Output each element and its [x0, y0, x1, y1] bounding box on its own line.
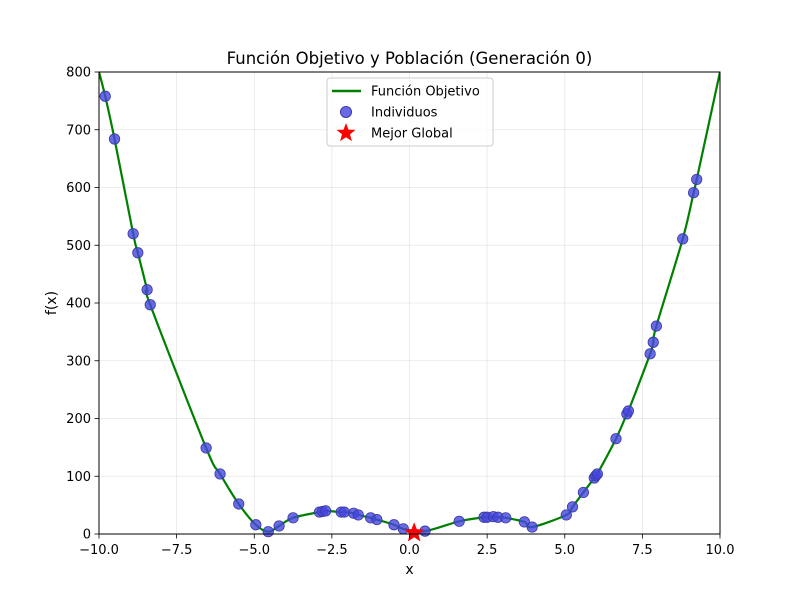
individual-point: [262, 526, 274, 538]
x-tick-label: 2.5: [477, 543, 498, 558]
individual-point: [500, 512, 512, 524]
individual-point: [644, 348, 656, 360]
x-tick-label: −10.0: [79, 543, 119, 558]
individual-point: [591, 468, 603, 480]
individual-point: [287, 512, 299, 524]
individual-point: [214, 468, 226, 480]
individual-point: [108, 133, 121, 145]
y-tick-label: 400: [66, 297, 91, 312]
individual-point: [526, 521, 538, 533]
individual-point: [273, 520, 285, 532]
individual-point: [233, 498, 245, 510]
y-axis-ticks: 0 100 200 300 400 500 600 700 800: [66, 66, 99, 543]
legend-point-swatch: [340, 106, 352, 118]
individual-point: [677, 233, 689, 245]
y-tick-label: 600: [66, 181, 91, 196]
y-tick-label: 500: [66, 239, 91, 254]
individual-point: [371, 513, 383, 526]
individual-point: [566, 501, 579, 513]
y-tick-label: 800: [66, 66, 91, 81]
x-axis-label: x: [405, 562, 413, 578]
individual-point: [141, 284, 153, 296]
individual-point: [99, 90, 111, 102]
individuals-group: [99, 90, 703, 538]
best-global-star: [403, 522, 425, 542]
legend-box: [326, 77, 494, 147]
individual-point: [338, 506, 350, 518]
individual-point: [144, 299, 156, 311]
individual-point: [132, 247, 144, 259]
legend: Función Objetivo Individuos Mejor Global: [326, 77, 494, 147]
individual-point: [397, 523, 409, 535]
individual-point: [453, 515, 465, 527]
x-axis-ticks: −10.0 −7.5 −5.0 −2.5 0.0 2.5 5.0 7.5 10.0: [79, 534, 734, 558]
individual-point: [688, 187, 700, 199]
individual-point: [127, 228, 139, 240]
best-global-group: [403, 522, 425, 542]
individual-point: [320, 505, 332, 517]
x-tick-label: −2.5: [316, 543, 348, 558]
chart-title: Función Objetivo y Población (Generación…: [227, 49, 593, 68]
legend-star-icon: [336, 123, 356, 142]
individual-point: [610, 433, 622, 445]
individual-point: [691, 173, 703, 186]
individual-point: [388, 519, 400, 531]
individual-point: [250, 519, 262, 531]
legend-label-objective: Función Objetivo: [371, 85, 480, 100]
y-tick-label: 700: [66, 123, 91, 138]
individual-point: [518, 516, 530, 528]
individual-point: [200, 442, 212, 454]
legend-label-best: Mejor Global: [371, 127, 453, 142]
individual-point: [352, 509, 364, 521]
legend-label-individuals: Individuos: [371, 106, 438, 121]
x-tick-label: 5.0: [554, 543, 575, 558]
individual-point: [577, 486, 589, 499]
y-tick-label: 200: [66, 412, 91, 427]
x-tick-label: −5.0: [238, 543, 270, 558]
x-tick-label: 7.5: [632, 543, 653, 558]
individual-point: [560, 509, 572, 521]
y-tick-label: 300: [66, 354, 91, 369]
y-tick-label: 0: [83, 528, 91, 543]
x-tick-label: 0.0: [399, 543, 420, 558]
x-tick-label: 10.0: [706, 543, 735, 558]
individual-point: [622, 405, 635, 417]
individual-point: [650, 320, 662, 332]
x-tick-label: −7.5: [161, 543, 193, 558]
y-axis-label: f(x): [44, 291, 60, 315]
y-tick-label: 100: [66, 470, 91, 485]
individual-point: [647, 336, 659, 348]
